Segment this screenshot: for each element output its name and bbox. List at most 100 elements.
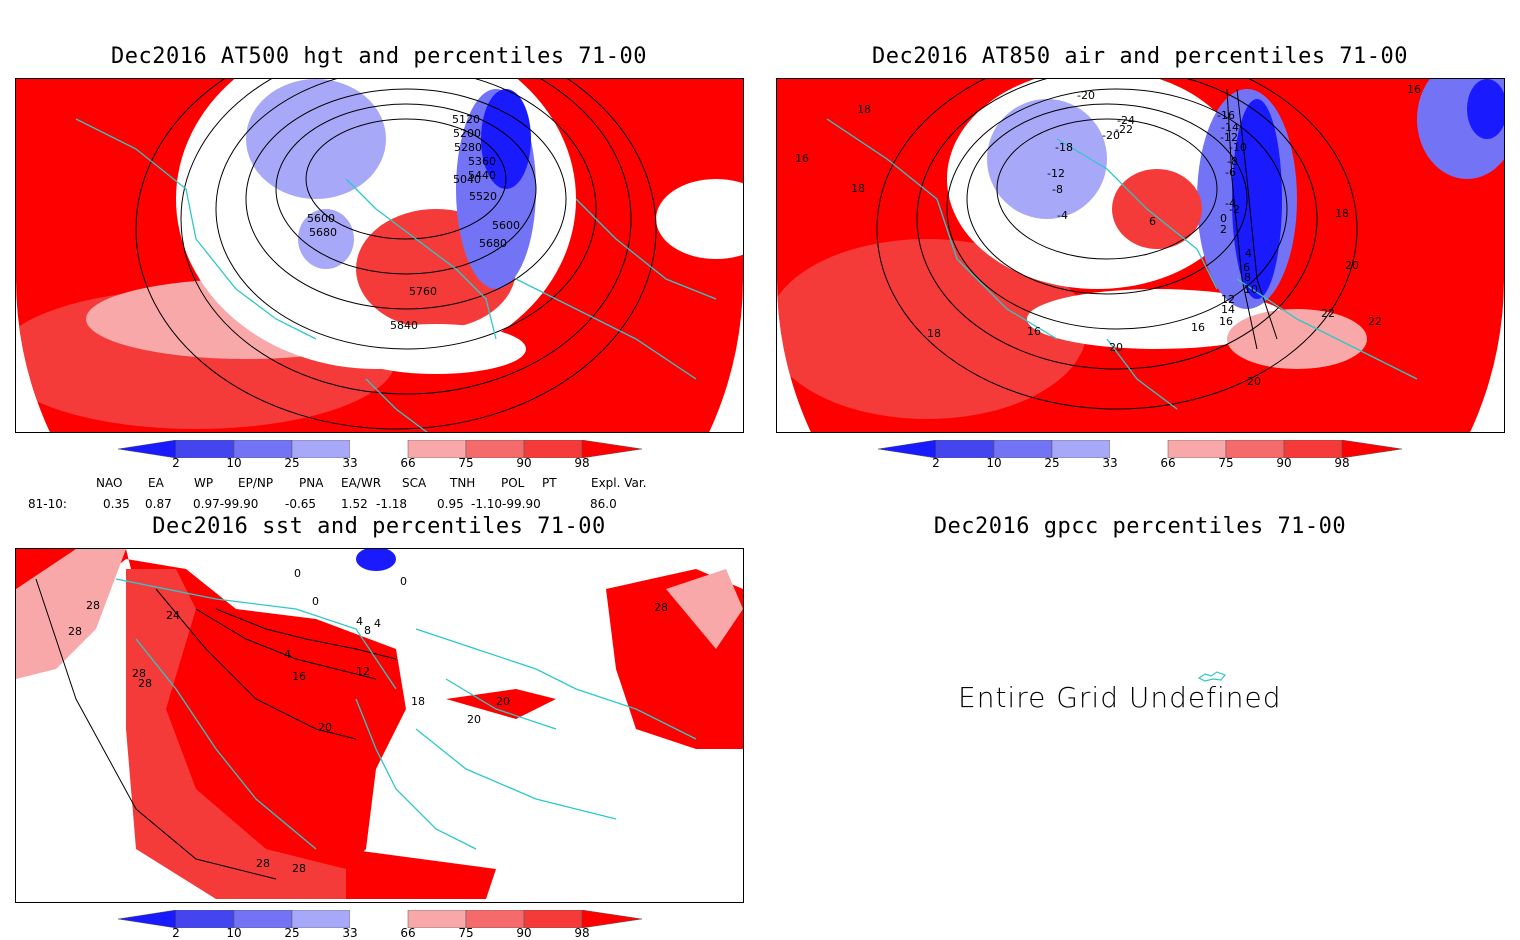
hgt-contour-label: 5200 bbox=[453, 127, 481, 140]
index-name: SCA bbox=[402, 476, 427, 490]
colorbar-segment bbox=[465, 439, 525, 459]
index-name: WP bbox=[194, 476, 214, 490]
air-contour-label: 16 bbox=[1191, 321, 1205, 334]
hgt-contour-label: 5120 bbox=[452, 113, 480, 126]
sst-contour-label: 16 bbox=[292, 670, 306, 683]
air-contour-label: -18 bbox=[1055, 141, 1073, 154]
index-value: -1.10-99.90 bbox=[471, 497, 541, 511]
air-contour-label: 16 bbox=[795, 152, 809, 165]
air-map-panel: 18 16 18 -18 -20 -24 -22 -20 -16 -14 -12… bbox=[776, 78, 1505, 433]
colorbar-tick-label: 33 bbox=[1102, 456, 1118, 470]
air-contour-label: 18 bbox=[1335, 207, 1349, 220]
colorbar-segment bbox=[1225, 439, 1285, 459]
colorbar-segment bbox=[350, 440, 408, 458]
colorbar-tick-label: 90 bbox=[1276, 456, 1292, 470]
index-value: 0.97-99.90 bbox=[193, 497, 259, 511]
sst-contour-label: 0 bbox=[312, 595, 319, 608]
colorbar-tick-label: 2 bbox=[932, 456, 940, 470]
colorbar-tick-label: 25 bbox=[284, 926, 300, 940]
air-contour-label: -24 bbox=[1117, 114, 1135, 127]
colorbar-segment bbox=[523, 909, 583, 929]
air-contour-label: -4 bbox=[1225, 197, 1236, 210]
hgt-contour-label: 5760 bbox=[409, 285, 437, 298]
index-value: 86.0 bbox=[590, 497, 617, 511]
hgt-contour-label: 5360 bbox=[468, 155, 496, 168]
sst-colorbar-bar bbox=[117, 909, 643, 929]
air-colorbar-bar bbox=[877, 439, 1403, 459]
index-name: PT bbox=[542, 476, 557, 490]
air-contour-label: -10 bbox=[1229, 141, 1247, 154]
gpcc-panel-title: Dec2016 gpcc percentiles 71-00 bbox=[933, 514, 1347, 539]
air-contour-label: 22 bbox=[1368, 315, 1382, 328]
index-value: 0.35 bbox=[103, 497, 130, 511]
air-contour-label: 10 bbox=[1244, 283, 1258, 296]
air-contour-label: -20 bbox=[1102, 129, 1120, 142]
air-contour-label: 6 bbox=[1149, 215, 1156, 228]
colorbar-segment bbox=[581, 439, 643, 459]
air-panel-title: Dec2016 AT850 air and percentiles 71-00 bbox=[871, 44, 1409, 69]
colorbar-segment bbox=[581, 909, 643, 929]
sst-contour-label: 28 bbox=[256, 857, 270, 870]
colorbar-tick-label: 90 bbox=[516, 926, 532, 940]
air-contour-label: 20 bbox=[1345, 259, 1359, 272]
sst-contour-label: 4 bbox=[356, 615, 363, 628]
hgt-panel-title: Dec2016 AT500 hgt and percentiles 71-00 bbox=[110, 44, 648, 69]
air-contour-label: 14 bbox=[1221, 303, 1235, 316]
colorbar-tick-label: 66 bbox=[400, 926, 416, 940]
sst-contour-label: 20 bbox=[496, 695, 510, 708]
air-contour-label: -8 bbox=[1052, 183, 1063, 196]
index-name: POL bbox=[501, 476, 525, 490]
hgt-colorbar-bar bbox=[117, 439, 643, 459]
sst-contour-label: 8 bbox=[364, 624, 371, 637]
sst-contour-label: 24 bbox=[166, 609, 180, 622]
air-contour-label: 4 bbox=[1245, 247, 1252, 260]
colorbar-segment bbox=[233, 439, 293, 459]
sst-panel-title: Dec2016 sst and percentiles 71-00 bbox=[152, 514, 606, 539]
air-contour-label: -16 bbox=[1217, 109, 1235, 122]
island-outline-icon bbox=[1197, 671, 1226, 682]
colorbar-tick-label: 98 bbox=[574, 456, 590, 470]
sst-contour-label: 28 bbox=[132, 667, 146, 680]
sst-contour-label: 4 bbox=[284, 648, 291, 661]
hgt-map-panel: 5040 5120 5200 5280 5360 5440 5520 5600 … bbox=[15, 78, 744, 433]
colorbar-segment bbox=[407, 909, 467, 929]
air-contour-label: 12 bbox=[1221, 293, 1235, 306]
air-contour-label: 16 bbox=[1027, 325, 1041, 338]
air-contour-label: -12 bbox=[1047, 167, 1065, 180]
colorbar-tick-label: 2 bbox=[172, 456, 180, 470]
air-contour-label: 18 bbox=[927, 327, 941, 340]
air-contour-label: -8 bbox=[1227, 155, 1238, 168]
sst-contour-label: 18 bbox=[411, 695, 425, 708]
colorbar-tick-label: 75 bbox=[458, 926, 474, 940]
air-contour-label: 16 bbox=[1407, 83, 1421, 96]
air-contour-label: -4 bbox=[1057, 209, 1068, 222]
sst-colorbar bbox=[117, 909, 643, 932]
colorbar-tick-label: 98 bbox=[574, 926, 590, 940]
air-contour-label: 18 bbox=[857, 103, 871, 116]
sst-contour-label: 28 bbox=[138, 677, 152, 690]
index-value: 0.95 bbox=[437, 497, 464, 511]
hgt-contour-label: 5840 bbox=[390, 319, 418, 332]
hgt-contour-label: 5600 bbox=[307, 212, 335, 225]
index-name: TNH bbox=[450, 476, 476, 490]
hgt-contour-label: 5040 bbox=[453, 173, 481, 186]
colorbar-tick-label: 10 bbox=[226, 456, 242, 470]
air-contour-label: 2 bbox=[1220, 223, 1227, 236]
air-contour-label: 20 bbox=[1109, 341, 1123, 354]
colorbar-tick-label: 33 bbox=[342, 456, 358, 470]
index-name: Expl. Var. bbox=[591, 476, 647, 490]
colorbar-segment bbox=[465, 909, 525, 929]
index-value: -1.18 bbox=[376, 497, 408, 511]
colorbar-tick-label: 90 bbox=[516, 456, 532, 470]
colorbar-segment bbox=[1341, 439, 1403, 459]
colorbar-segment bbox=[291, 439, 351, 459]
colorbar-segment bbox=[1110, 440, 1168, 458]
air-contour-label: -14 bbox=[1221, 121, 1239, 134]
air-contour-label: 16 bbox=[1219, 315, 1233, 328]
colorbar-segment bbox=[1167, 439, 1227, 459]
index-row-label: 81-10: bbox=[28, 497, 67, 511]
colorbar-tick-label: 66 bbox=[1160, 456, 1176, 470]
sst-contour-label: 20 bbox=[467, 713, 481, 726]
air-contour-label: 0 bbox=[1220, 212, 1227, 225]
hgt-contour-label: 5520 bbox=[469, 190, 497, 203]
